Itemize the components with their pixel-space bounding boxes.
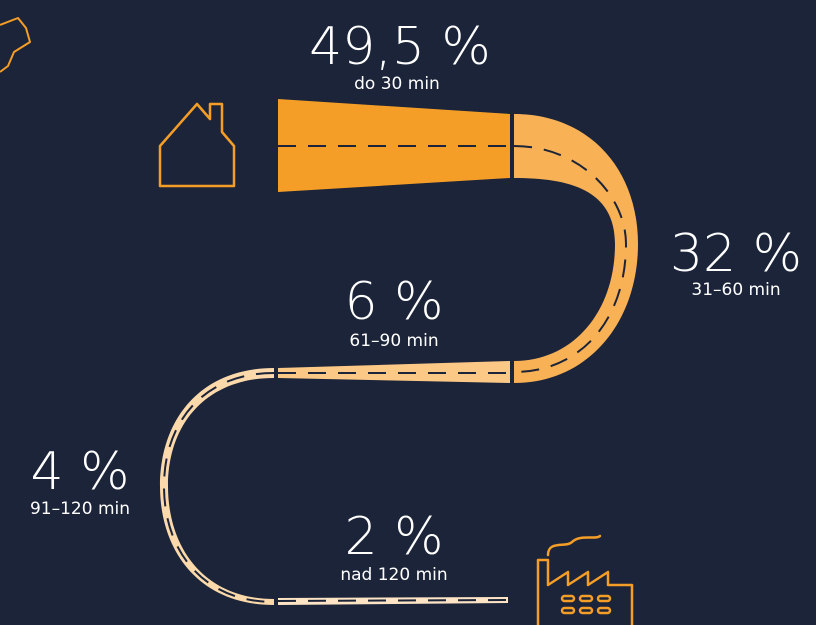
road-segment-31-60-min [514, 114, 638, 383]
value-label-31-60-min: 32 % [670, 224, 802, 284]
category-label-91-120-min: 91–120 min [30, 499, 130, 519]
factory-icon [536, 534, 634, 625]
value-label-do-30-min: 49,5 % [309, 17, 491, 77]
value-label-61-90-min: 6 % [344, 272, 443, 332]
category-label-do-30-min: do 30 min [354, 74, 440, 94]
value-label-nad-120-min: 2 % [344, 507, 443, 567]
value-label-91-120-min: 4 % [30, 442, 129, 502]
category-label-nad-120-min: nad 120 min [340, 565, 447, 585]
road-center-dashes [162, 145, 628, 603]
road-segment-nad-120-min [278, 597, 508, 605]
category-label-31-60-min: 31–60 min [691, 280, 780, 300]
map-fragment-icon [0, 17, 31, 73]
road-segment-61-90-min [278, 361, 510, 383]
category-label-61-90-min: 61–90 min [349, 331, 438, 351]
house-icon [158, 102, 236, 188]
road-segment-do-30-min [278, 99, 510, 192]
road-segment-91-120-min [160, 368, 274, 605]
